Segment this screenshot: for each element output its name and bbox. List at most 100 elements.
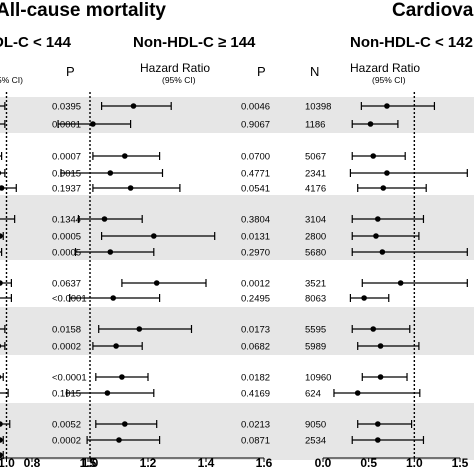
p-header-mid: P [257,64,266,79]
p-value: 0.4169 [241,389,270,400]
n-value: 4176 [305,184,326,195]
hazard-ratio-point [153,280,160,286]
n-value: 2341 [305,169,326,180]
section-title-cardiovascular: Cardiova [392,0,474,21]
hazard-ratio-point [384,170,390,176]
p-value: 0.0046 [241,102,270,113]
hazard-ratio-point [384,103,390,109]
p-value: 0.0871 [241,436,270,447]
hazard-ratio-point [361,295,367,301]
p-header-left: P [66,64,75,79]
x-tick-label: 0.0 [315,456,332,470]
hazard-ratio-point [0,421,3,427]
x-tick-label: 0.5 [360,456,377,470]
n-value: 624 [305,389,321,400]
x-tick-label: 0.8 [24,456,41,470]
n-value: 5680 [305,248,326,259]
hazard-ratio-point [122,153,128,159]
x-tick-label: 1.0 [0,456,15,470]
hazard-ratio-point [0,374,2,380]
p-value: 0.1937 [52,184,81,195]
hazard-ratio-point [370,326,377,332]
hazard-ratio-point [0,280,3,286]
p-value: 0.0052 [52,420,81,431]
hazard-ratio-point [0,437,3,443]
hazard-ratio-point [375,216,381,222]
row-band [0,403,474,460]
n-value: 2800 [305,232,326,243]
p-value: 0.9067 [241,120,270,131]
hazard-ratio-point [379,249,386,255]
p-value: 0.0005 [52,232,81,243]
p-value: 0.4771 [241,169,270,180]
hazard-ratio-point [107,249,114,255]
hazard-ratio-point [397,280,404,286]
x-tick-label: 1.0 [406,456,423,470]
hazard-ratio-point [367,121,374,127]
x-tick-label: 1.5 [80,456,97,470]
p-value: 0.0173 [241,325,270,336]
ci-label-right: (95% CI) [372,75,406,85]
n-value: 3104 [305,215,326,226]
n-value: 2534 [305,436,326,447]
hazard-ratio-header-mid: Hazard Ratio [140,61,211,75]
hazard-ratio-point [104,390,111,396]
hazard-ratio-point [130,103,137,109]
hazard-ratio-point [119,374,125,380]
hazard-ratio-header-right: Hazard Ratio [350,61,421,75]
p-value: <0.0001 [52,373,87,384]
group-title-mid: Non-HDL-C ≥ 144 [133,34,256,51]
p-value: 0.0012 [241,279,270,290]
x-tick-label: 1.4 [198,456,215,470]
hazard-ratio-point [127,185,134,191]
hazard-ratio-point [0,233,3,239]
p-value: 0.1344 [52,215,81,226]
x-tick-label: 1.2 [140,456,157,470]
hazard-ratio-point [151,233,157,239]
n-value: 8063 [305,294,326,305]
p-value: 0.0015 [52,169,81,180]
row-band [0,97,474,133]
x-tick-label: 1.5 [452,456,469,470]
p-value: 0.3804 [241,215,270,226]
hazard-ratio-point [375,437,381,443]
hazard-ratio-point [0,343,2,349]
hazard-ratio-point [101,216,108,222]
p-value: 0.0158 [52,325,81,336]
hazard-ratio-point [116,437,122,443]
ci-label-mid: (95% CI) [162,75,196,85]
hazard-ratio-point [113,343,119,349]
hazard-ratio-point [0,185,5,191]
p-value: 0.0682 [241,342,270,353]
p-value: 0.0007 [52,152,81,163]
hazard-ratio-point [0,170,2,176]
p-value: 0.0002 [52,436,81,447]
section-title-all-cause: All-cause mortality [0,0,166,21]
hazard-ratio-point [375,421,381,427]
ci-label-left: 5% CI) [0,75,23,85]
n-value: 5067 [305,152,326,163]
n-value: 9050 [305,420,326,431]
n-value: 1186 [305,120,325,131]
p-value: 0.0541 [241,184,270,195]
x-tick-label: 1.0 [82,456,99,470]
p-value: 0.0131 [241,232,270,243]
p-value: 0.0182 [241,373,270,384]
n-value: 10960 [305,373,331,384]
p-value: 0.0001 [52,120,81,131]
p-value: 0.0005 [52,248,81,259]
p-value: 0.0700 [241,152,270,163]
hazard-ratio-point [0,452,3,458]
p-value: 0.0395 [52,102,81,113]
row-band [0,307,474,355]
group-title-right: Non-HDL-C < 142 [350,34,473,51]
n-header-right: N [310,64,320,79]
p-value: 0.2970 [241,248,270,259]
p-value: 0.0213 [241,420,270,431]
hazard-ratio-point [122,421,128,427]
hazard-ratio-point [136,326,143,332]
p-value: 0.2495 [241,294,270,305]
hazard-ratio-point [354,390,361,396]
n-value: 3521 [305,279,326,290]
